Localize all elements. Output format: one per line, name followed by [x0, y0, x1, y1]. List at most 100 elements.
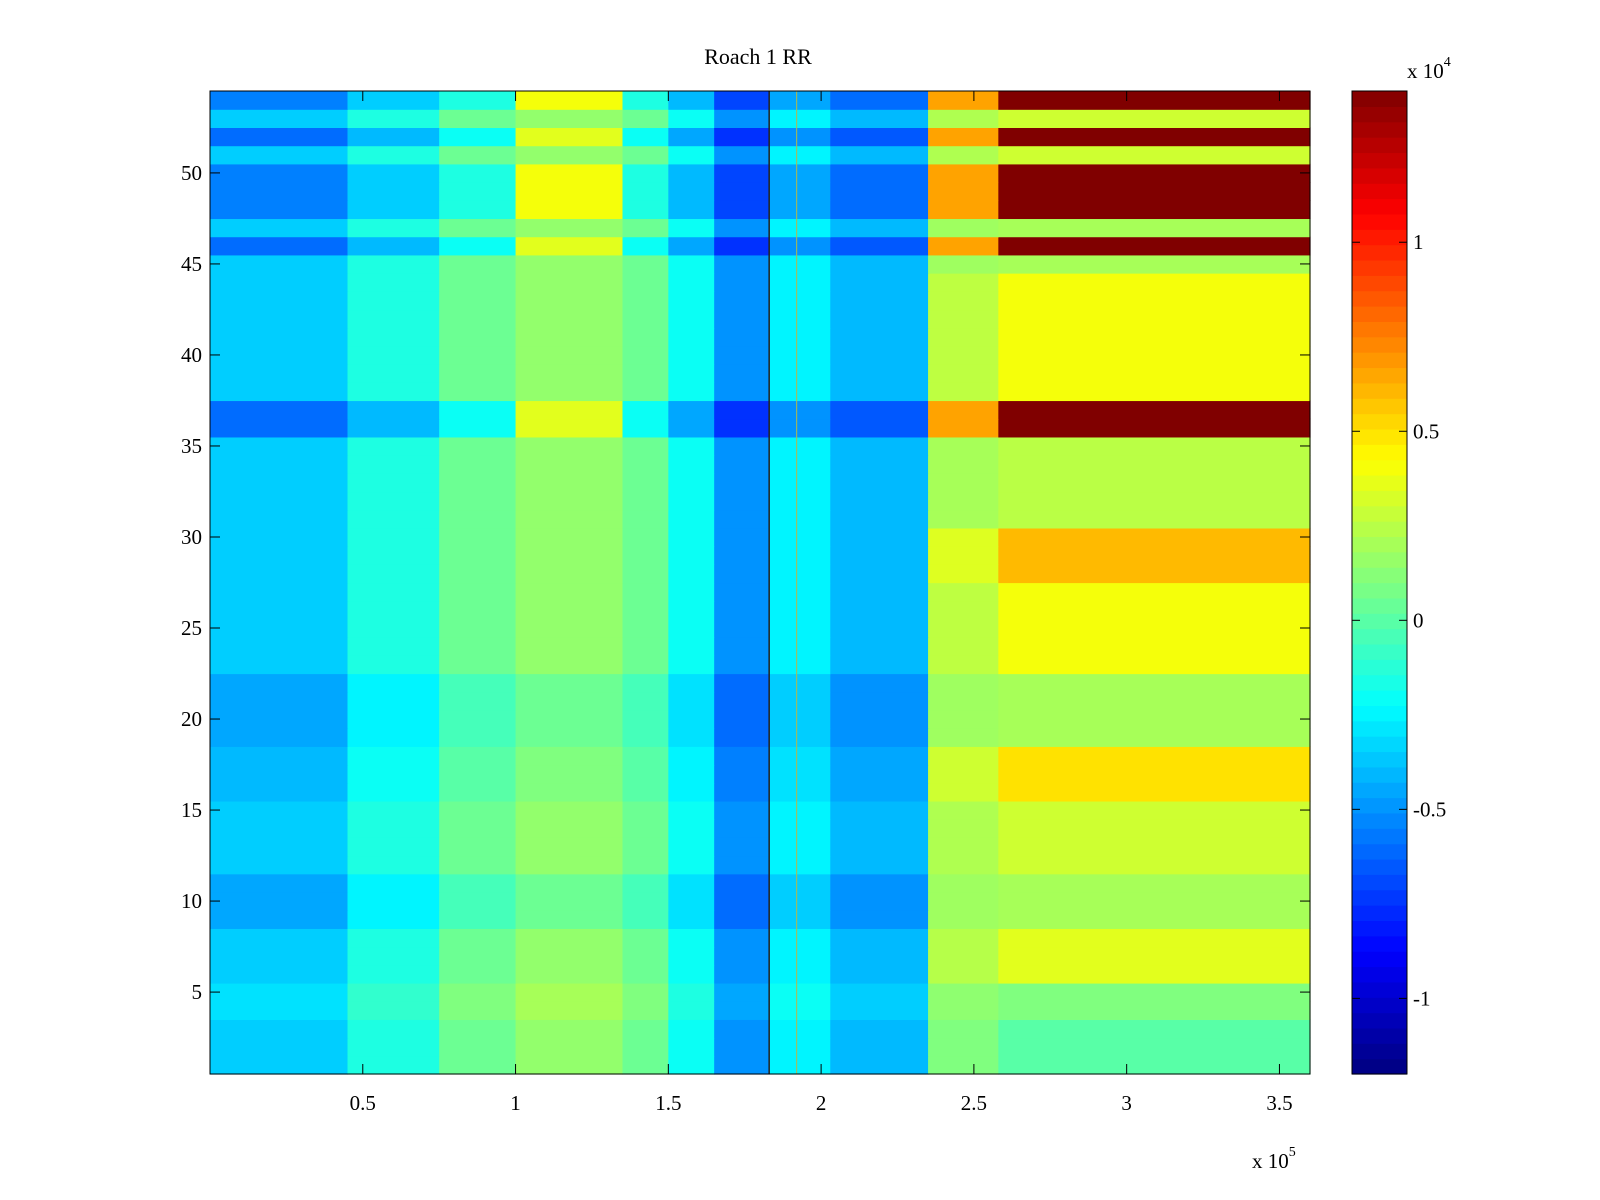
heatmap-cell [714, 291, 770, 311]
heatmap-cell [928, 309, 999, 329]
heatmap-vertical-lines [768, 91, 798, 1074]
heatmap-cell [714, 800, 770, 820]
heatmap-cell [439, 400, 517, 420]
heatmap-cell [439, 291, 517, 311]
heatmap-cell [668, 982, 715, 1002]
heatmap-cell [210, 254, 349, 274]
colorbar-segment [1352, 797, 1407, 814]
heatmap-cell [998, 582, 1311, 602]
heatmap-cell [515, 582, 624, 602]
heatmap-cell [622, 964, 669, 984]
heatmap-cell [714, 637, 770, 656]
heatmap-cell [830, 655, 929, 675]
heatmap-cell [830, 891, 929, 911]
heatmap-cell [668, 400, 715, 420]
heatmap-cell [998, 637, 1311, 656]
heatmap-cell [622, 91, 669, 110]
colorbar-tick-label: -0.5 [1413, 797, 1446, 821]
heatmap-cell [998, 291, 1311, 311]
heatmap-cell [928, 600, 999, 620]
heatmap-cell [714, 873, 770, 893]
colorbar-segment [1352, 828, 1407, 845]
heatmap-cell [830, 800, 929, 820]
heatmap-cell [998, 946, 1311, 966]
colorbar-segment [1352, 751, 1407, 768]
heatmap-cell [347, 764, 440, 784]
heatmap-cell [668, 291, 715, 311]
heatmap-cell [998, 1037, 1311, 1057]
heatmap-cell [714, 382, 770, 402]
heatmap-cell [668, 91, 715, 110]
heatmap-cell [210, 564, 349, 584]
heatmap-cell [515, 218, 624, 238]
colorbar-segment [1352, 690, 1407, 706]
heatmap-cell [928, 436, 999, 456]
heatmap-cell [439, 327, 517, 347]
heatmap-cell [830, 691, 929, 711]
heatmap-cell [668, 327, 715, 347]
heatmap-cell [830, 455, 929, 474]
heatmap-cell [439, 764, 517, 784]
heatmap-cell [347, 473, 440, 493]
heatmap-cell [210, 982, 349, 1002]
colorbar-segment [1352, 259, 1407, 276]
colorbar-segment [1352, 367, 1407, 384]
heatmap-cell [830, 618, 929, 638]
heatmap-cell [928, 764, 999, 784]
heatmap-cell [830, 309, 929, 329]
heatmap-cell [769, 982, 831, 1002]
heatmap-cell [714, 673, 770, 693]
x-tick-label: 1.5 [655, 1091, 681, 1115]
heatmap-cell [769, 400, 831, 420]
colorbar-segment [1352, 905, 1407, 922]
heatmap-cell [515, 728, 624, 747]
heatmap-cell [439, 618, 517, 638]
heatmap-cell [998, 873, 1311, 893]
heatmap-cell [769, 928, 831, 948]
heatmap-cell [998, 1001, 1311, 1020]
heatmap-cell [347, 91, 440, 110]
heatmap-cell [714, 309, 770, 329]
heatmap-cell [668, 254, 715, 274]
heatmap-cell [830, 254, 929, 274]
heatmap-cell [714, 1055, 770, 1075]
heatmap-cell [928, 254, 999, 274]
heatmap-cell [210, 873, 349, 893]
heatmap-cell [347, 127, 440, 147]
heatmap-cell [769, 509, 831, 529]
heatmap-cell [439, 564, 517, 584]
heatmap-cell [998, 982, 1311, 1002]
heatmap-cell [928, 1001, 999, 1020]
heatmap-cell [830, 145, 929, 165]
heatmap-cell [830, 873, 929, 893]
heatmap-cell [714, 819, 770, 838]
colorbar-segment [1352, 766, 1407, 783]
heatmap-cell [668, 109, 715, 128]
heatmap-cell [769, 163, 831, 183]
heatmap-cell [668, 509, 715, 529]
heatmap-cell [998, 109, 1311, 128]
heatmap-cell [515, 1019, 624, 1039]
heatmap-cell [998, 400, 1311, 420]
heatmap-cell [714, 91, 770, 110]
heatmap-cell [998, 564, 1311, 584]
heatmap-cell [347, 436, 440, 456]
heatmap-cell [515, 182, 624, 201]
heatmap-cell [347, 291, 440, 311]
heatmap-cell [928, 691, 999, 711]
heatmap-cell [998, 709, 1311, 729]
heatmap-cell [668, 382, 715, 402]
heatmap-cell [515, 309, 624, 329]
heatmap-cell [928, 982, 999, 1002]
heatmap-cell [668, 418, 715, 438]
heatmap-cell [668, 891, 715, 911]
heatmap-cell [515, 127, 624, 147]
heatmap-cell [998, 127, 1311, 147]
colorbar-segment [1352, 474, 1407, 491]
x-tick-label: 2.5 [961, 1091, 987, 1115]
heatmap-cell [515, 455, 624, 474]
heatmap-cell [668, 273, 715, 292]
heatmap-cell [830, 819, 929, 838]
heatmap-cell [830, 982, 929, 1002]
heatmap-cell [668, 546, 715, 565]
